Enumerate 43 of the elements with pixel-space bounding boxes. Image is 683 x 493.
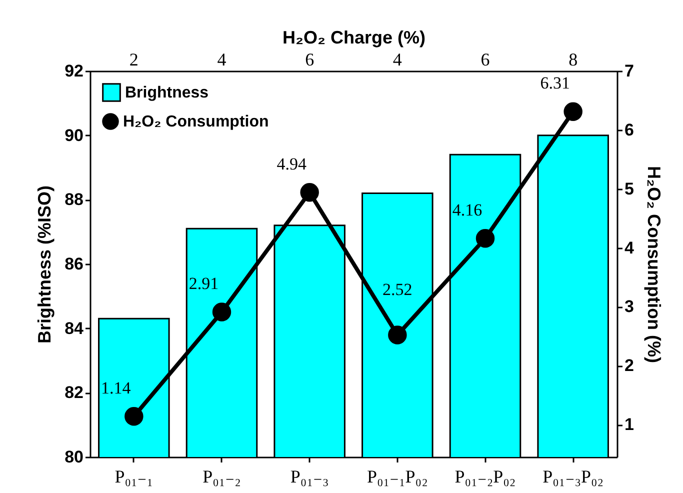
- x-tick-label: P₀₁₋₂P₀₂: [454, 466, 516, 486]
- data-label: 6.31: [540, 74, 570, 93]
- y2-tick-label: 4: [624, 238, 634, 258]
- text: 6: [305, 50, 314, 70]
- y-tick-label: 92: [64, 62, 84, 80]
- text: 4: [392, 50, 402, 70]
- text: 8: [568, 50, 578, 70]
- x2-axis-title: H₂O₂ Charge (%): [282, 28, 426, 48]
- y-tick-label: 90: [64, 126, 84, 145]
- y2-tick-label: 7: [624, 62, 634, 80]
- x-tick-label: P₀₁₋₃P₀₂: [542, 466, 604, 486]
- data-label: 2.52: [382, 280, 412, 300]
- x-tick-label: P₀₁₋₃: [290, 466, 329, 486]
- y-tick-label: 88: [64, 190, 84, 210]
- legend-label: Brightness: [125, 84, 209, 102]
- data-label: 4.16: [452, 200, 482, 220]
- x-tick-label: P₀₁₋₂: [202, 466, 241, 486]
- point: [124, 406, 144, 426]
- point: [476, 229, 495, 248]
- y-axis-title: Brightness (%ISO): [34, 185, 55, 344]
- y-tick-label: 86: [64, 254, 84, 274]
- data-label: 4.94: [276, 154, 307, 174]
- legend-label: H₂O₂ Consumption: [123, 114, 269, 130]
- data-label: 2.91: [188, 274, 219, 294]
- point: [388, 326, 407, 344]
- y2-tick-label: 1: [624, 415, 634, 434]
- y2-tick-label: 5: [624, 179, 634, 198]
- point: [212, 302, 232, 322]
- y2-axis-title: H₂O₂ Consumption (%): [644, 166, 664, 363]
- y2-tick-label: 6: [624, 120, 634, 140]
- y2-tick-label: 2: [624, 356, 634, 376]
- point: [300, 183, 319, 202]
- y-tick-label: 80: [64, 448, 84, 466]
- text: 2: [129, 50, 138, 70]
- point: [564, 102, 582, 122]
- y-tick-label: 82: [64, 383, 84, 402]
- x-tick-label: P₀₁₋₁: [114, 466, 154, 486]
- y2-tick-label: 3: [624, 297, 634, 316]
- y-tick-label: 84: [64, 318, 84, 338]
- data-label: 1.14: [101, 378, 132, 398]
- text: 4: [217, 50, 226, 70]
- text: 6: [480, 50, 490, 70]
- x-tick-label: P₀₁₋₁P₀₂: [366, 466, 428, 486]
